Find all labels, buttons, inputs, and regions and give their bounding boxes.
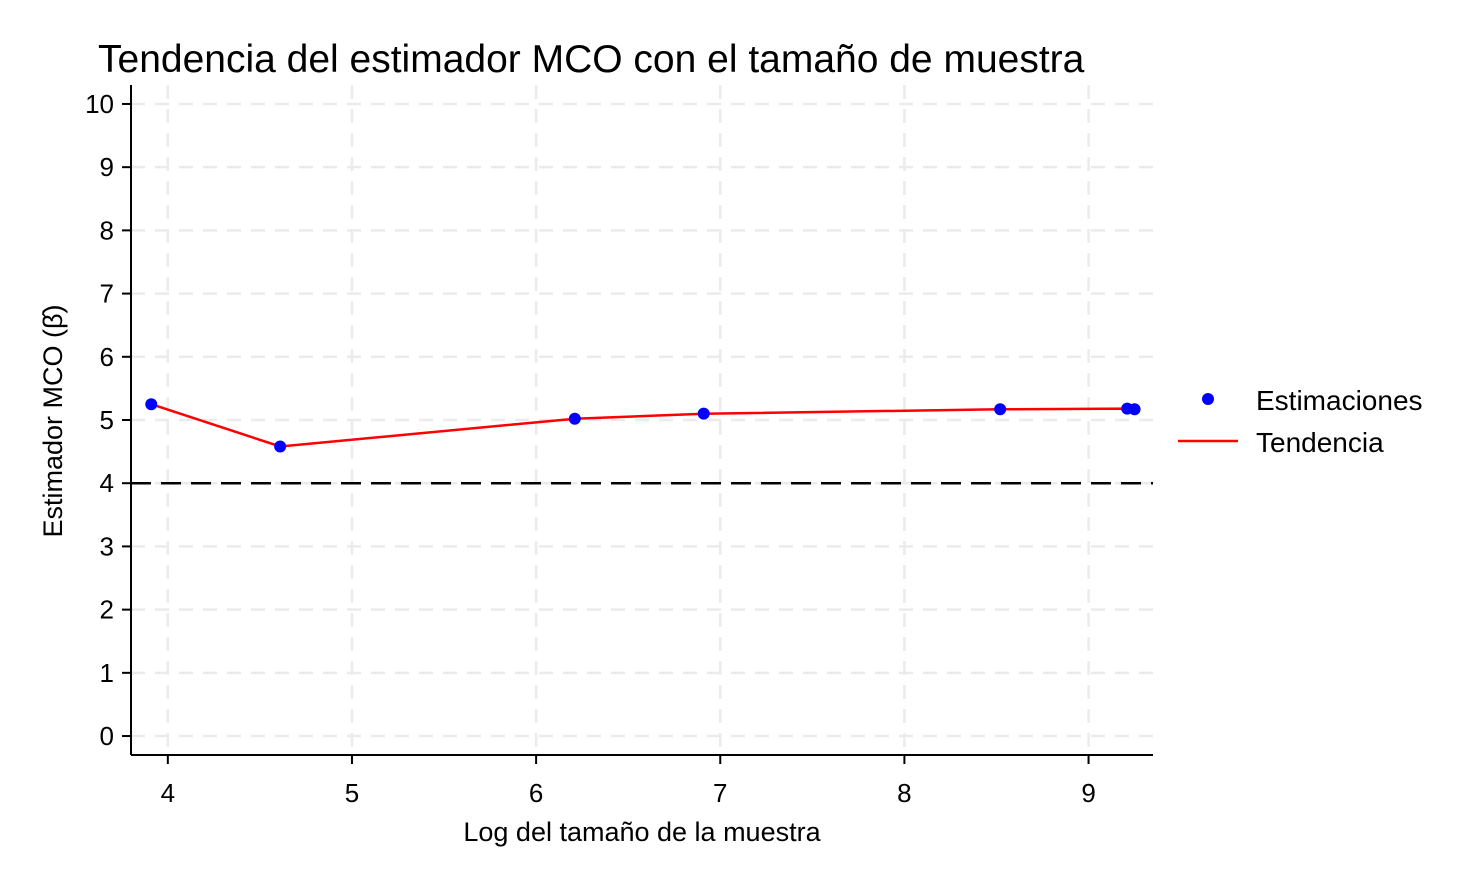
y-tick-label-1: 1 [100, 658, 114, 688]
legend: Estimaciones Tendencia [1178, 385, 1423, 458]
x-tick-label-6: 6 [529, 778, 543, 808]
y-tick-label-3: 3 [100, 531, 114, 561]
legend-label-estimaciones: Estimaciones [1256, 385, 1423, 416]
grid-lines [131, 85, 1153, 755]
y-tick-label-2: 2 [100, 595, 114, 625]
trend-line [150, 403, 1135, 448]
x-tick-label-9: 9 [1081, 778, 1095, 808]
y-tick-label-7: 7 [100, 279, 114, 309]
y-tick-label-6: 6 [100, 342, 114, 372]
y-tick-label-0: 0 [100, 721, 114, 751]
chart-title: Tendencia del estimador MCO con el tamañ… [98, 38, 1085, 81]
series-group [145, 398, 1141, 453]
x-tick-label-5: 5 [345, 778, 359, 808]
x-tick-label-4: 4 [161, 778, 175, 808]
data-point-4 [994, 403, 1007, 416]
data-point-0 [145, 398, 158, 411]
y-axis-label: Estimador MCO (β̂) [38, 304, 68, 537]
legend-marker-estimaciones [1202, 393, 1214, 405]
data-point-6 [1128, 403, 1141, 416]
x-axis-label: Log del tamaño de la muestra [463, 817, 821, 847]
data-point-1 [274, 440, 287, 453]
y-tick-label-9: 9 [100, 152, 114, 182]
data-point-2 [568, 412, 581, 425]
x-tick-label-8: 8 [897, 778, 911, 808]
y-tick-label-5: 5 [100, 405, 114, 435]
legend-label-tendencia: Tendencia [1256, 427, 1384, 458]
axes: 4 5 6 7 8 9 0 1 2 3 4 5 6 7 8 9 10 [85, 85, 1153, 808]
x-tick-label-7: 7 [713, 778, 727, 808]
y-tick-label-8: 8 [100, 215, 114, 245]
y-tick-label-10: 10 [85, 89, 114, 119]
data-point-3 [697, 407, 710, 420]
y-tick-label-4: 4 [100, 468, 114, 498]
